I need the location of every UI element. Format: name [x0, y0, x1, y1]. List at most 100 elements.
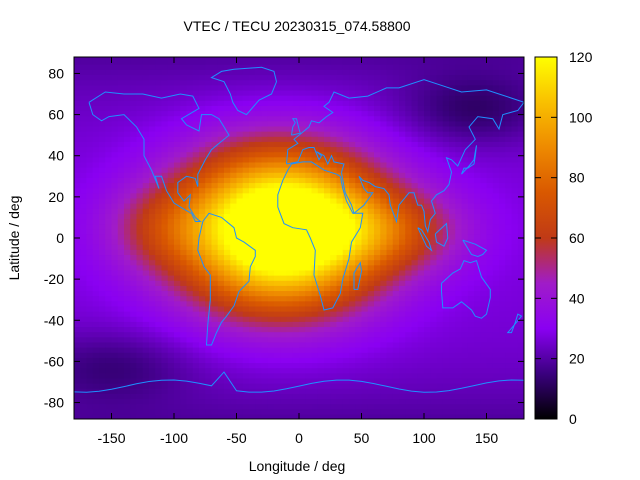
heatmap-cell [299, 167, 306, 173]
heatmap-cell [205, 120, 213, 127]
heatmap-cell [111, 213, 119, 220]
heatmap-cell [167, 316, 175, 322]
heatmap-cell [130, 79, 138, 86]
heatmap-cell [267, 285, 275, 292]
heatmap-cell [217, 239, 225, 245]
heatmap-cell [174, 172, 181, 178]
heatmap-cell [367, 120, 375, 127]
heatmap-cell [142, 192, 150, 199]
heatmap-cell [474, 228, 481, 235]
heatmap-cell [461, 331, 469, 338]
heatmap-cell [417, 372, 425, 379]
heatmap-cell [455, 74, 463, 81]
heatmap-cell [130, 105, 138, 112]
heatmap-cell [199, 305, 206, 312]
heatmap-cell [236, 398, 244, 405]
heatmap-cell [417, 95, 425, 101]
heatmap-cell [174, 156, 181, 163]
heatmap-cell [449, 233, 456, 240]
heatmap-cell [461, 57, 469, 60]
heatmap-cell [461, 95, 469, 101]
heatmap-cell [480, 321, 488, 328]
heatmap-cell [261, 177, 269, 184]
heatmap-cell [99, 187, 106, 194]
heatmap-cell [274, 357, 281, 364]
heatmap-cell [186, 239, 194, 245]
heatmap-cell [411, 167, 419, 173]
heatmap-cell [474, 341, 481, 348]
heatmap-cell [92, 182, 100, 189]
heatmap-cell [405, 239, 413, 245]
heatmap-cell [105, 228, 113, 235]
heatmap-cell [349, 203, 356, 209]
heatmap-cell [349, 311, 356, 317]
heatmap-cell [455, 357, 463, 364]
heatmap-cell [349, 372, 356, 379]
heatmap-cell [180, 372, 188, 379]
heatmap-cell [436, 182, 444, 189]
heatmap-cell [442, 233, 450, 240]
heatmap-cell [217, 100, 225, 106]
heatmap-cell [186, 393, 194, 400]
heatmap-cell [292, 372, 300, 379]
heatmap-cell [492, 167, 500, 173]
heatmap-cell [355, 192, 363, 199]
heatmap-cell [199, 352, 206, 358]
heatmap-cell [511, 403, 519, 410]
heatmap-cell [236, 413, 244, 419]
heatmap-cell [86, 177, 94, 184]
heatmap-cell [230, 79, 238, 86]
heatmap-cell [274, 388, 281, 394]
heatmap-cell [286, 244, 294, 250]
heatmap-cell [436, 218, 444, 225]
heatmap-cell [280, 120, 288, 127]
heatmap-cell [305, 239, 313, 245]
heatmap-cell [155, 141, 163, 148]
heatmap-cell [199, 141, 206, 148]
heatmap-cell [430, 383, 438, 389]
heatmap-cell [480, 233, 488, 240]
heatmap-cell [117, 213, 125, 220]
heatmap-cell [405, 398, 413, 405]
heatmap-cell [255, 233, 263, 240]
heatmap-cell [330, 372, 338, 379]
heatmap-cell [330, 105, 338, 112]
heatmap-cell [430, 290, 438, 297]
heatmap-cell [474, 383, 481, 389]
heatmap-cell [149, 125, 156, 132]
heatmap-cell [167, 413, 175, 419]
heatmap-cell [161, 64, 169, 70]
heatmap-cell [180, 182, 188, 189]
heatmap-cell [180, 192, 188, 199]
heatmap-cell [255, 172, 263, 178]
heatmap-cell [155, 177, 163, 184]
heatmap-cell [455, 280, 463, 286]
heatmap-cell [117, 89, 125, 96]
heatmap-cell [374, 336, 381, 343]
heatmap-cell [74, 146, 81, 153]
heatmap-cell [136, 131, 144, 137]
heatmap-cell [286, 408, 294, 415]
heatmap-cell [280, 372, 288, 379]
heatmap-cell [411, 300, 419, 307]
heatmap-cell [399, 264, 406, 271]
heatmap-cell [336, 316, 344, 322]
heatmap-cell [86, 182, 94, 189]
heatmap-cell [274, 161, 281, 168]
heatmap-cell [80, 331, 88, 338]
heatmap-cell [174, 269, 181, 276]
heatmap-cell [242, 57, 250, 60]
heatmap-cell [486, 136, 494, 142]
heatmap-cell [124, 182, 131, 189]
heatmap-cell [361, 203, 369, 209]
heatmap-cell [336, 192, 344, 199]
heatmap-cell [405, 74, 413, 81]
heatmap-cell [255, 182, 263, 189]
heatmap-cell [330, 146, 338, 153]
heatmap-cell [336, 331, 344, 338]
heatmap-cell [424, 383, 431, 389]
heatmap-cell [199, 336, 206, 343]
heatmap-cell [436, 100, 444, 106]
heatmap-cell [324, 167, 331, 173]
heatmap-cell [430, 105, 438, 112]
